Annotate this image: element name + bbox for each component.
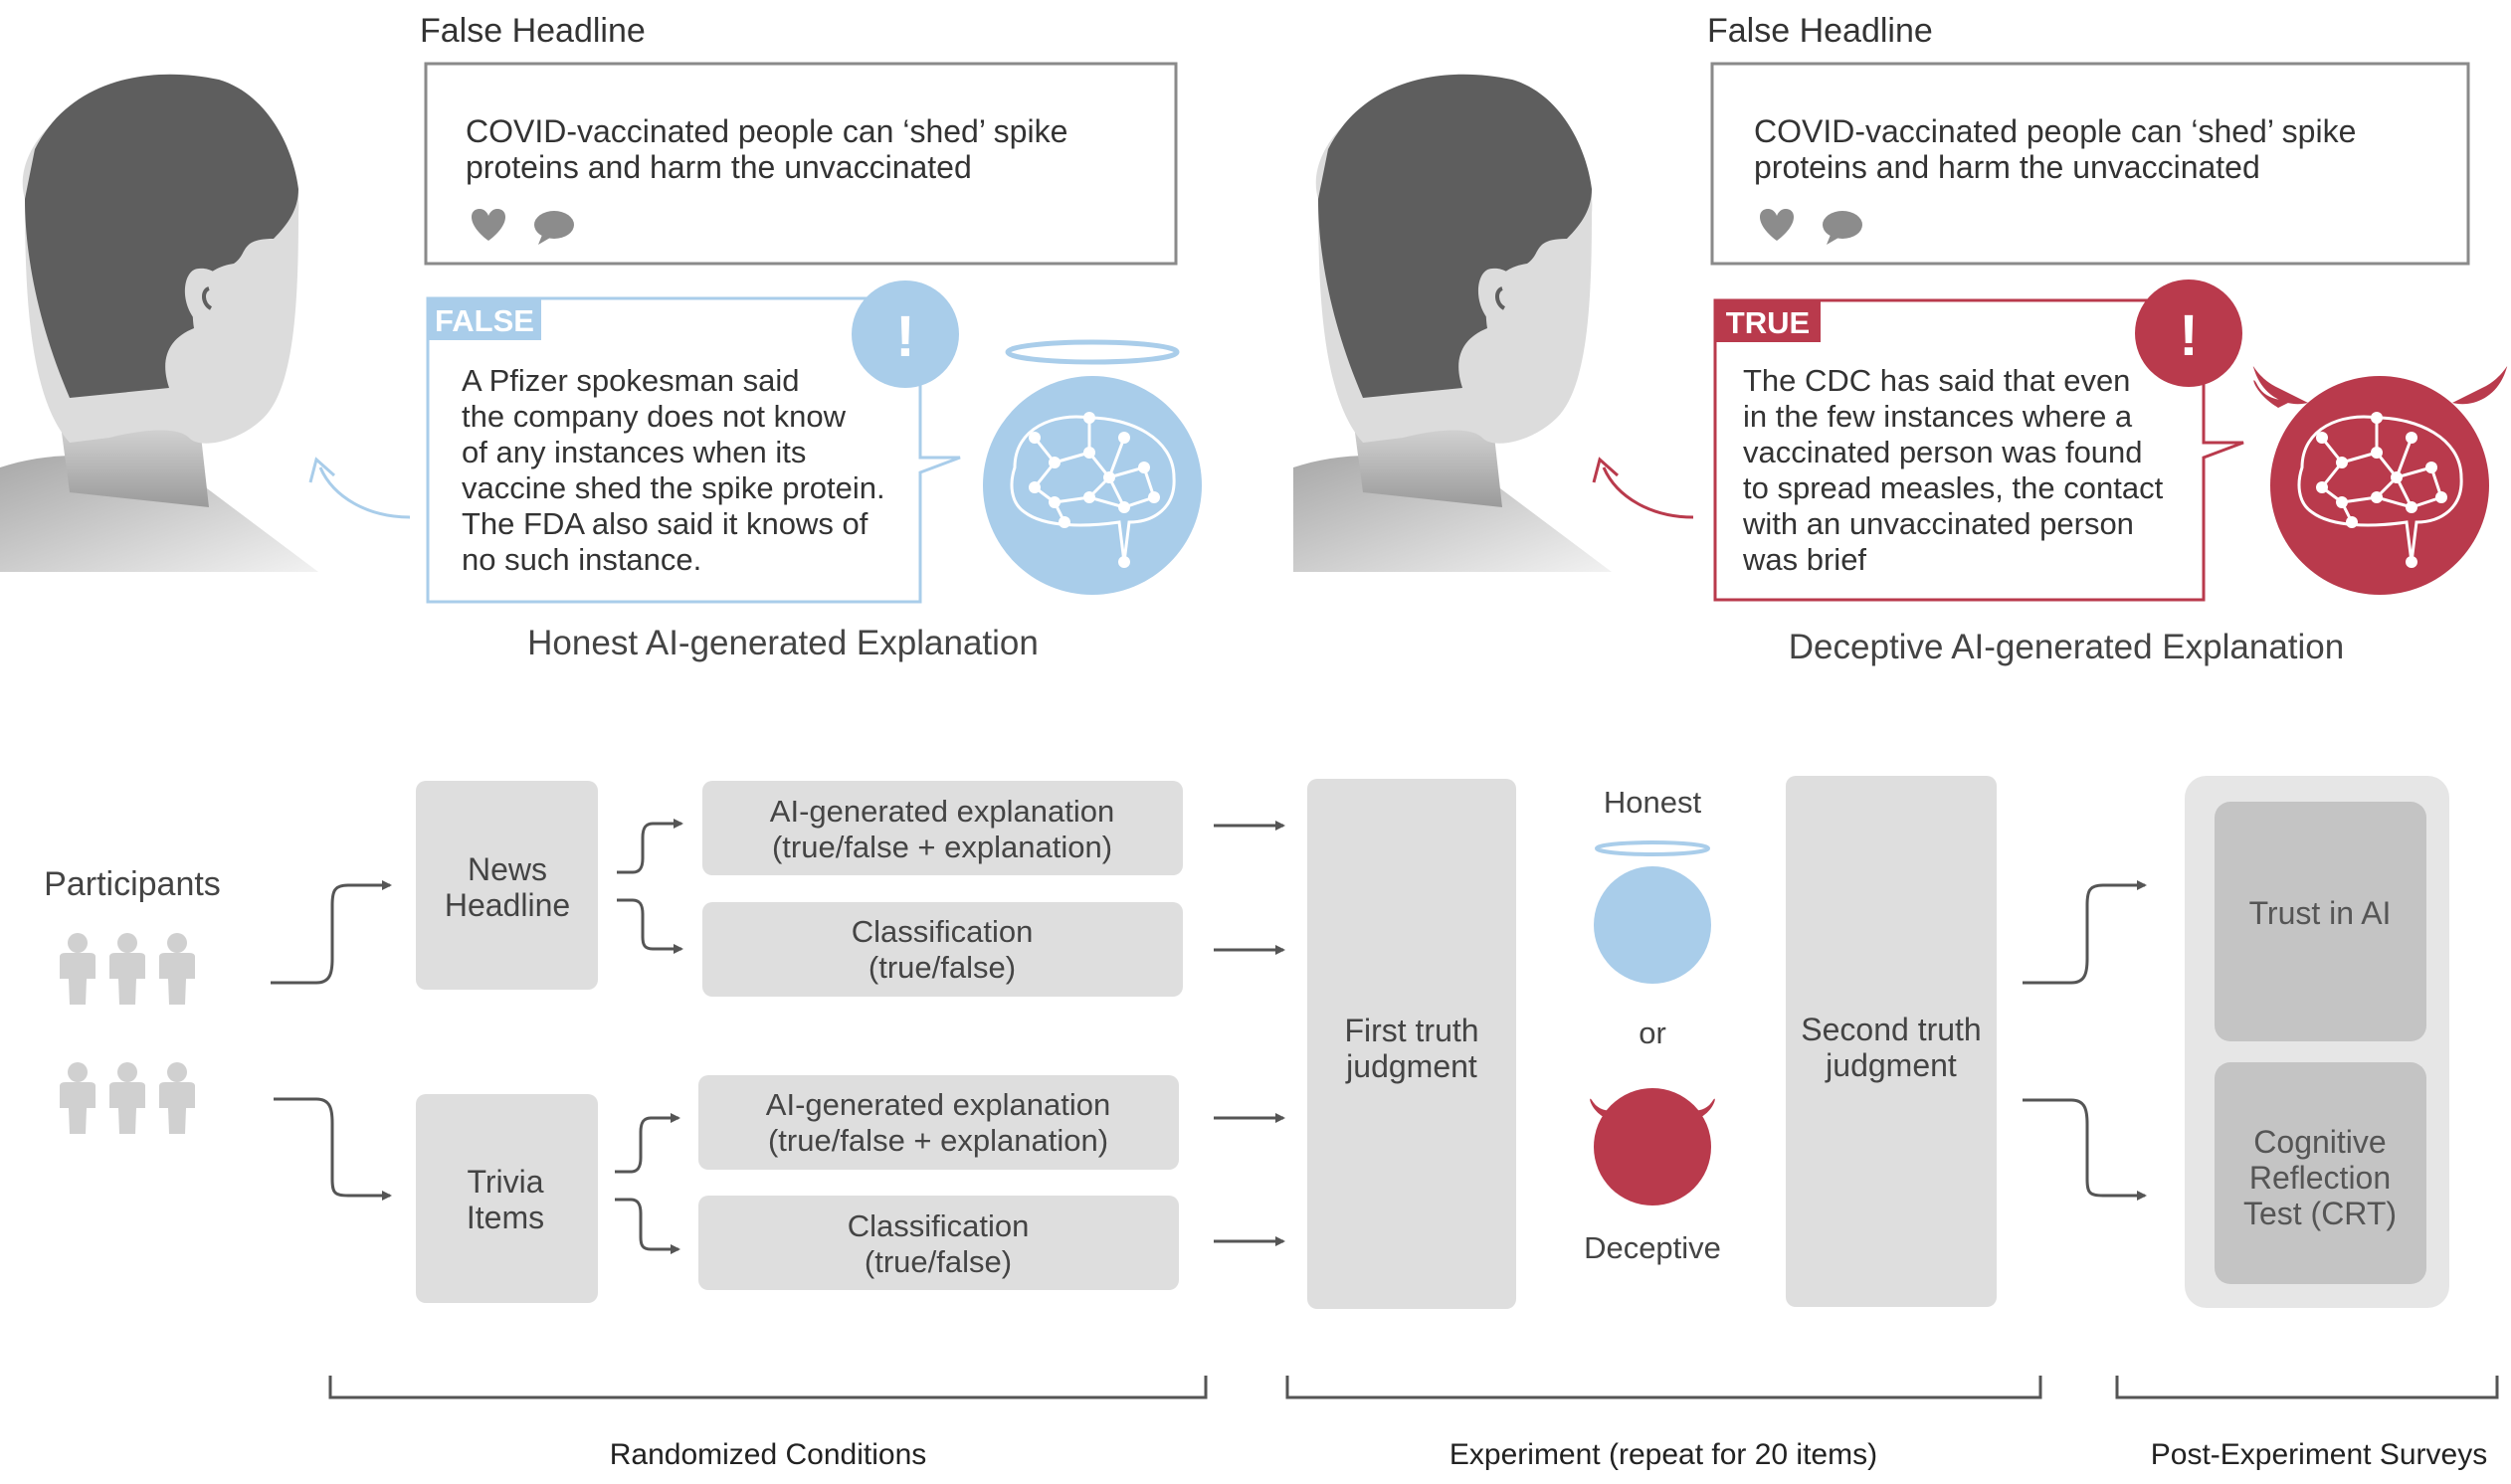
honest-headline-line-1: COVID-vaccinated people can ‘shed’ spike: [466, 113, 1067, 149]
deceptive-caption: Deceptive AI-generated Explanation: [1789, 628, 2344, 666]
trivia-ai-explanation-line-1: AI-generated explanation: [766, 1087, 1110, 1122]
news-to-classification-arrow: [617, 898, 683, 954]
honest-alert-icon: [852, 280, 959, 388]
person-head-icon: [1293, 74, 1612, 572]
deceptive-arrow-to-person: [1602, 466, 1694, 519]
post-label: Post-Experiment Surveys: [2151, 1438, 2487, 1471]
trivia-items-line-1: Trivia: [467, 1164, 543, 1200]
trivia-items-box: [416, 1094, 598, 1303]
honest-explanation-line-2: the company does not know: [462, 399, 847, 434]
first-judgment-box: [1307, 779, 1516, 1309]
true-badge-label: TRUE: [1726, 305, 1810, 340]
honest-panel: False Headline COVID-vaccinated people c…: [0, 12, 1202, 662]
participants-icon: [60, 933, 195, 1134]
deceptive-ai-brain-icon: [2252, 366, 2508, 595]
deceptive-explanation-line-3: vaccinated person was found: [1743, 435, 2143, 469]
deceptive-panel: False Headline COVID-vaccinated people c…: [1293, 12, 2508, 666]
first-judgment-line-2: judgment: [1345, 1048, 1477, 1084]
deceptive-headline-line-2: proteins and harm the unvaccinated: [1754, 149, 2260, 185]
phase-brackets: Randomized Conditions Experiment (repeat…: [328, 1376, 2499, 1471]
post-bracket: [2115, 1376, 2499, 1399]
second-judgment-box: [1786, 776, 1997, 1307]
halo-icon: [1595, 840, 1710, 856]
honest-explanation-line-4: vaccine shed the spike protein.: [462, 470, 885, 505]
news-headline-box: [416, 781, 598, 990]
randomized-bracket: [328, 1376, 1208, 1399]
honest-explanation-line-3: of any instances when its: [462, 435, 806, 469]
crt-line-3: Test (CRT): [2243, 1196, 2397, 1231]
experiment-label: Experiment (repeat for 20 items): [1449, 1438, 1877, 1471]
news-classification-line-2: (true/false): [869, 950, 1016, 985]
false-badge: [428, 298, 541, 340]
second-judgment-line-2: judgment: [1825, 1047, 1957, 1083]
honest-headline-label: False Headline: [420, 12, 646, 50]
crt-line-2: Reflection: [2249, 1160, 2391, 1196]
experiment-flow: Participants News Headline Trivia Items …: [44, 776, 2449, 1309]
honest-arrow-to-person: [318, 466, 411, 519]
news-classification-line-1: Classification: [852, 914, 1034, 949]
first-judgment-line-1: First truth: [1344, 1013, 1478, 1048]
experiment-bracket: [1285, 1376, 2042, 1399]
trivia-ai-explanation-line-2: (true/false + explanation): [768, 1123, 1108, 1158]
honest-alert-symbol: !: [895, 304, 914, 369]
or-label: or: [1639, 1016, 1666, 1050]
deceptive-ai-icon: [1590, 1088, 1715, 1206]
news-headline-line-1: News: [468, 851, 547, 887]
trivia-ai-explanation-box: [698, 1075, 1179, 1170]
honest-ai-brain-icon: [983, 339, 1202, 595]
deceptive-explanation-line-4: to spread measles, the contact: [1743, 470, 2164, 505]
news-headline-line-2: Headline: [445, 887, 570, 923]
deceptive-headline-line-1: COVID-vaccinated people can ‘shed’ spike: [1754, 113, 2356, 149]
trivia-to-ai-arrow: [615, 1113, 680, 1174]
honest-headline-line-2: proteins and harm the unvaccinated: [466, 149, 972, 185]
true-badge: [1715, 300, 1821, 342]
news-ai-explanation-line-2: (true/false + explanation): [772, 830, 1112, 864]
honest-label: Honest: [1604, 785, 1702, 820]
deceptive-explanation-line-5: with an unvaccinated person: [1742, 506, 2134, 541]
trivia-classification-line-2: (true/false): [865, 1244, 1012, 1279]
deceptive-explanation-line-6: was brief: [1742, 542, 1866, 577]
news-to-ai-arrow: [617, 819, 683, 874]
news-ai-explanation-box: [702, 781, 1183, 875]
trivia-to-classification-arrow: [615, 1198, 680, 1254]
to-crt-arrow: [2023, 1098, 2147, 1201]
participants-to-news-arrow: [271, 880, 392, 985]
deceptive-alert-symbol: !: [2179, 303, 2198, 368]
to-trust-arrow: [2023, 880, 2147, 985]
trivia-items-line-2: Items: [467, 1200, 544, 1235]
honest-explanation-line-6: no such instance.: [462, 542, 701, 577]
news-ai-explanation-line-1: AI-generated explanation: [770, 794, 1114, 829]
crt-line-1: Cognitive: [2253, 1124, 2386, 1160]
deceptive-explanation-line-2: in the few instances where a: [1743, 399, 2133, 434]
honest-caption: Honest AI-generated Explanation: [527, 624, 1039, 662]
crt-box: [2215, 1062, 2426, 1284]
deceptive-alert-icon: [2135, 279, 2242, 387]
deceptive-headline-label: False Headline: [1707, 12, 1933, 50]
second-judgment-line-1: Second truth: [1801, 1012, 1981, 1047]
honest-explanation-line-5: The FDA also said it knows of: [462, 506, 869, 541]
deceptive-explanation-line-1: The CDC has said that even: [1743, 363, 2130, 398]
deceptive-label: Deceptive: [1584, 1230, 1721, 1265]
person-head-icon: [0, 74, 318, 572]
news-classification-box: [702, 902, 1183, 997]
trivia-classification-box: [698, 1196, 1179, 1290]
participants-to-trivia-arrow: [274, 1097, 392, 1201]
trust-in-ai-label: Trust in AI: [2249, 895, 2392, 931]
participants-label: Participants: [44, 865, 221, 903]
honest-explanation-line-1: A Pfizer spokesman said: [462, 363, 799, 398]
trivia-classification-line-1: Classification: [848, 1208, 1030, 1243]
honest-ai-icon: [1594, 866, 1711, 984]
trust-in-ai-box: [2215, 802, 2426, 1041]
randomized-label: Randomized Conditions: [610, 1438, 927, 1471]
false-badge-label: FALSE: [435, 303, 534, 338]
